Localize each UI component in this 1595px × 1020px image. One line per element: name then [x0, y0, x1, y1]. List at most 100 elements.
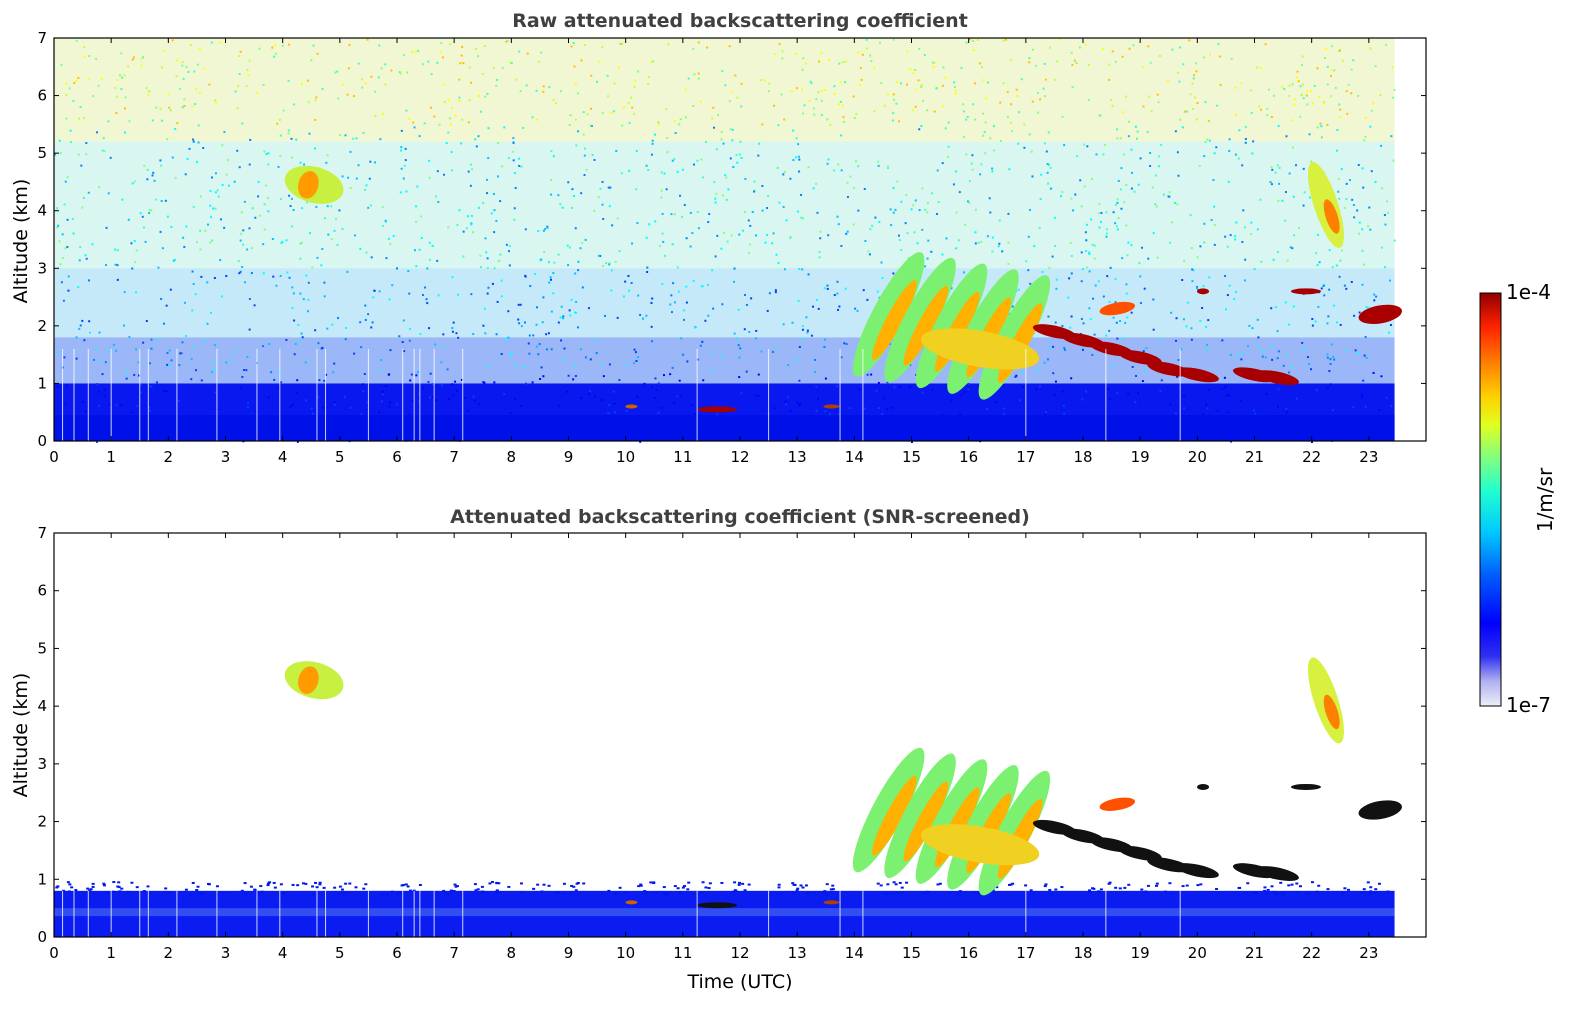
raw-noise-speckle: [701, 340, 704, 343]
raw-noise-speckle: [549, 276, 552, 279]
raw-noise-speckle: [568, 124, 571, 127]
raw-noise-speckle: [612, 110, 615, 113]
raw-noise-speckle: [1010, 103, 1013, 106]
raw-noise-speckle: [496, 300, 499, 303]
raw-noise-speckle: [947, 145, 950, 148]
raw-noise-speckle: [1119, 137, 1122, 140]
raw-noise-speckle: [700, 158, 703, 161]
raw-noise-speckle: [1302, 97, 1305, 100]
raw-noise-speckle: [1326, 83, 1329, 86]
raw-noise-speckle: [771, 242, 774, 245]
raw-noise-speckle: [1003, 407, 1006, 410]
raw-xtick-label: 8: [507, 448, 517, 466]
raw-noise-speckle: [454, 380, 457, 383]
raw-noise-speckle: [815, 385, 818, 388]
raw-noise-speckle: [301, 336, 304, 339]
raw-xtick-label: 12: [730, 448, 749, 466]
raw-noise-speckle: [165, 390, 168, 393]
screened-bl-edge: [495, 889, 499, 892]
raw-noise-speckle: [1272, 258, 1275, 261]
raw-noise-speckle: [871, 224, 874, 227]
raw-noise-speckle: [1063, 144, 1066, 147]
raw-noise-speckle: [448, 117, 451, 120]
raw-noise-speckle: [88, 331, 91, 334]
raw-noise-speckle: [891, 119, 894, 122]
raw-noise-speckle: [1045, 150, 1048, 153]
raw-noise-speckle: [574, 82, 577, 85]
raw-noise-speckle: [1187, 301, 1190, 304]
raw-noise-speckle: [624, 280, 627, 283]
raw-noise-speckle: [250, 272, 253, 275]
raw-cloud-20h: [1197, 288, 1210, 295]
raw-noise-speckle: [347, 67, 350, 70]
raw-noise-speckle: [523, 366, 526, 369]
raw-noise-speckle: [364, 82, 367, 85]
raw-noise-speckle: [682, 353, 685, 356]
raw-noise-speckle: [1134, 125, 1137, 128]
raw-noise-speckle: [1374, 180, 1377, 183]
raw-noise-speckle: [1120, 207, 1123, 210]
raw-noise-speckle: [214, 101, 217, 104]
raw-noise-speckle: [417, 49, 420, 52]
raw-noise-speckle: [1345, 287, 1348, 290]
raw-noise-speckle: [627, 289, 630, 292]
raw-noise-speckle: [918, 128, 921, 131]
screened-bl-edge: [733, 889, 737, 892]
raw-noise-speckle: [645, 164, 648, 167]
raw-noise-speckle: [1062, 404, 1065, 407]
raw-noise-speckle: [449, 42, 452, 45]
raw-noise-speckle: [1334, 86, 1337, 89]
raw-noise-speckle: [576, 326, 579, 329]
raw-noise-speckle: [757, 373, 760, 376]
raw-noise-speckle: [1239, 399, 1242, 402]
raw-noise-speckle: [181, 61, 184, 64]
raw-noise-speckle: [563, 347, 566, 350]
raw-noise-speckle: [1114, 222, 1117, 225]
raw-noise-speckle: [547, 261, 550, 264]
raw-noise-speckle: [174, 127, 177, 130]
raw-noise-speckle: [1254, 412, 1257, 415]
raw-noise-speckle: [881, 412, 884, 415]
raw-noise-speckle: [635, 360, 638, 363]
raw-noise-speckle: [657, 382, 660, 385]
raw-noise-speckle: [115, 111, 118, 114]
raw-noise-speckle: [234, 350, 237, 353]
raw-noise-speckle: [333, 362, 336, 365]
screened-ytick-label: 3: [37, 755, 47, 773]
raw-noise-speckle: [768, 292, 771, 295]
raw-noise-speckle: [1339, 108, 1342, 111]
raw-noise-speckle: [1007, 212, 1010, 215]
raw-noise-speckle: [239, 270, 242, 273]
raw-noise-speckle: [72, 232, 75, 235]
raw-noise-speckle: [314, 99, 317, 102]
raw-noise-speckle: [820, 114, 823, 117]
raw-noise-speckle: [1058, 38, 1061, 41]
screened-bl-edge: [273, 886, 277, 889]
raw-noise-speckle: [402, 177, 405, 180]
raw-noise-speckle: [507, 310, 510, 313]
raw-noise-speckle: [470, 222, 473, 225]
raw-noise-speckle: [1277, 388, 1280, 391]
raw-noise-speckle: [1085, 239, 1088, 242]
raw-noise-speckle: [829, 412, 832, 415]
raw-noise-speckle: [1384, 223, 1387, 226]
raw-noise-speckle: [287, 129, 290, 132]
raw-noise-speckle: [369, 160, 372, 163]
raw-noise-speckle: [1093, 244, 1096, 247]
raw-noise-speckle: [404, 159, 407, 162]
raw-noise-speckle: [740, 156, 743, 159]
raw-noise-speckle: [1010, 130, 1013, 133]
raw-noise-speckle: [1093, 333, 1096, 336]
screened-low-cloud-10h: [625, 900, 638, 905]
raw-noise-speckle: [737, 344, 740, 347]
raw-noise-speckle: [381, 391, 384, 394]
raw-noise-speckle: [857, 165, 860, 168]
raw-noise-speckle: [1216, 409, 1219, 412]
screened-bl-edge: [476, 888, 480, 891]
raw-noise-speckle: [1337, 177, 1340, 180]
raw-noise-speckle: [1162, 193, 1165, 196]
raw-noise-speckle: [570, 45, 573, 48]
screened-bl-edge: [207, 883, 211, 886]
raw-noise-speckle: [669, 373, 672, 376]
raw-noise-speckle: [304, 361, 307, 364]
